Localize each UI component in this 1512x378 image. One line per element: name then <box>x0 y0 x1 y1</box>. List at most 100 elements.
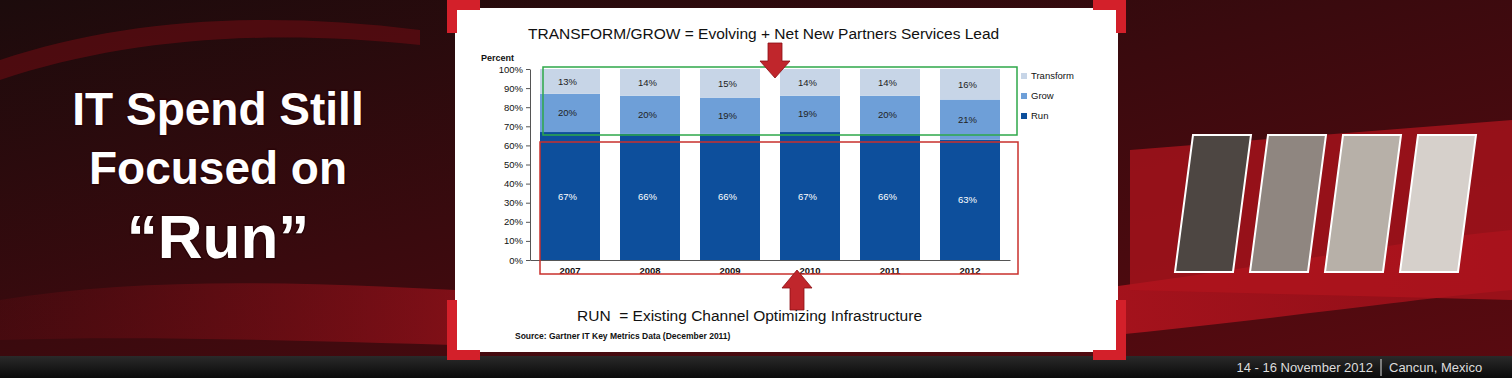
y-axis-line <box>530 70 531 261</box>
bar-segment <box>940 100 1000 140</box>
bar-segment <box>780 69 840 96</box>
stripe <box>1130 120 1512 300</box>
bar-segment <box>700 98 760 134</box>
heading: IT Spend Still <box>72 83 363 135</box>
bar-segment <box>780 96 840 132</box>
bar-segment <box>940 140 1000 260</box>
footer-separator <box>1381 359 1382 376</box>
y-tick: 90% <box>504 83 530 94</box>
y-tick: 50% <box>504 159 530 170</box>
y-tick-line <box>526 145 530 146</box>
y-axis: 0% 10% 20% 30% 40% 50% 60% 70% 80% 90% 100% <box>499 64 531 266</box>
bar-segment <box>860 96 920 134</box>
y-tick-line <box>526 126 530 127</box>
y-tick: 20% <box>504 216 530 227</box>
bar-segment <box>620 69 680 96</box>
y-tick-line <box>526 260 530 261</box>
source-note: Source: Gartner IT Key Metrics Data (Dec… <box>515 331 731 341</box>
y-tick: 40% <box>504 178 530 189</box>
y-tick: 30% <box>504 197 530 208</box>
data-label: 14% <box>878 77 898 88</box>
photo <box>1325 135 1401 272</box>
heading: Focused on <box>89 142 347 194</box>
legend-swatch <box>1021 73 1027 79</box>
data-label: 20% <box>878 109 898 120</box>
x-axis-line <box>531 260 1011 261</box>
footer-date: 14 - 16 November 2012 <box>1236 360 1373 375</box>
y-tick-label: 50% <box>504 159 524 170</box>
legend-label: Run <box>1031 110 1048 121</box>
y-tick-line <box>526 203 530 204</box>
data-label: 67% <box>798 191 818 202</box>
y-axis-title: Percent <box>481 53 514 63</box>
y-tick-label: 10% <box>504 235 524 246</box>
y-tick-line <box>526 165 530 166</box>
bar-segment <box>700 134 760 260</box>
bar-segment <box>540 94 600 132</box>
data-label: 20% <box>638 109 658 120</box>
y-tick-line <box>526 241 530 242</box>
corner-bracket <box>447 0 480 33</box>
y-tick: 60% <box>504 140 530 151</box>
legend-swatch <box>1021 93 1027 99</box>
y-tick: 70% <box>504 121 530 132</box>
data-label: 14% <box>798 77 818 88</box>
bar-segment <box>860 69 920 96</box>
data-label: 67% <box>558 191 578 202</box>
bar-segment <box>700 69 760 98</box>
y-tick-label: 20% <box>504 216 524 227</box>
data-labels: 67%66%66%67%66%63%20%20%19%19%20%21%13%1… <box>558 76 978 205</box>
corner-bracket <box>1093 0 1126 33</box>
y-tick-label: 70% <box>504 121 524 132</box>
corner-bracket <box>447 300 480 360</box>
swoosh <box>0 20 420 80</box>
footer-place: Cancun, Mexico <box>1389 360 1482 375</box>
data-label: 66% <box>638 191 658 202</box>
bar-segment <box>780 132 840 260</box>
chart-panel <box>455 8 1118 352</box>
y-tick-label: 90% <box>504 83 524 94</box>
legend-swatch <box>1021 113 1027 119</box>
bars <box>540 69 1000 260</box>
data-label: 16% <box>958 79 978 90</box>
annotation: RUN = Existing Channel Optimizing Infras… <box>577 307 922 324</box>
bar-segment <box>620 96 680 134</box>
y-tick: 100% <box>499 64 530 75</box>
photo-strip <box>1175 135 1476 272</box>
y-tick: 10% <box>504 235 530 246</box>
y-tick-line <box>526 222 530 223</box>
chart-title: TRANSFORM/GROW = Evolving + Net New Part… <box>528 25 999 42</box>
data-label: 20% <box>558 107 578 118</box>
y-tick-label: 80% <box>504 102 524 113</box>
y-tick-line <box>526 69 530 70</box>
bar-segment <box>620 134 680 260</box>
data-label: 14% <box>638 77 658 88</box>
bar-segment <box>540 69 600 94</box>
y-tick-label: 40% <box>504 178 524 189</box>
corner-bracket <box>1093 300 1126 360</box>
photo <box>1250 135 1326 272</box>
arrow-down <box>760 43 790 78</box>
data-label: 19% <box>798 108 818 119</box>
data-label: 66% <box>878 191 898 202</box>
data-label: 15% <box>718 78 738 89</box>
y-tick-line <box>526 184 530 185</box>
legend-label: Grow <box>1031 90 1054 101</box>
y-tick-label: 100% <box>499 64 524 75</box>
bar-segment <box>860 134 920 260</box>
background <box>0 0 1512 378</box>
data-label: 63% <box>958 194 978 205</box>
arrow-up <box>782 270 812 310</box>
y-tick: 0% <box>509 255 530 266</box>
y-tick-line <box>526 107 530 108</box>
footer-bar <box>0 356 1512 378</box>
slide: IT Spend Still Focused on “Run” 14 - 16 Nov… <box>0 0 1512 378</box>
y-tick-line <box>526 88 530 89</box>
y-tick-label: 60% <box>504 140 524 151</box>
highlight-box <box>543 67 1017 135</box>
legend-label: Transform <box>1031 70 1074 81</box>
y-tick-label: 30% <box>504 197 524 208</box>
y-tick: 80% <box>504 102 530 113</box>
heading: “Run” <box>127 202 310 271</box>
highlight-box <box>540 142 1018 274</box>
